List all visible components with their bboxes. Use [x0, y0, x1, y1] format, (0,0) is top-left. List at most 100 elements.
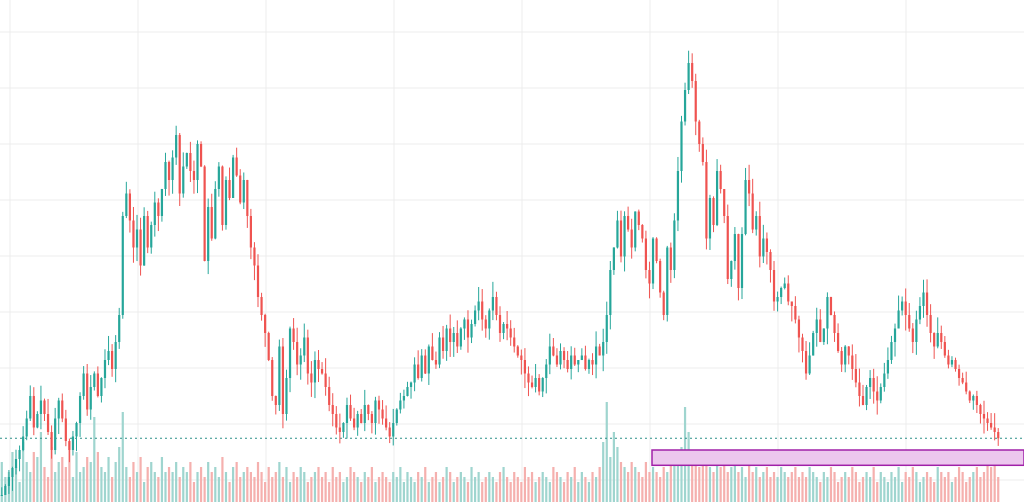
candle-body [541, 378, 544, 392]
candle-body [431, 346, 434, 360]
volume-bar [993, 462, 996, 502]
volume-bar [246, 467, 249, 502]
candle [534, 364, 537, 393]
volume-bar [46, 477, 50, 502]
candle [417, 350, 420, 380]
candle-body [780, 288, 783, 297]
candle-body [292, 328, 295, 342]
candle [153, 191, 156, 237]
candle [861, 384, 865, 406]
candle [730, 260, 733, 287]
candle [93, 371, 96, 391]
candle [75, 421, 78, 452]
volume-bar [808, 467, 811, 502]
volume-bar [730, 467, 733, 502]
candle [698, 119, 701, 152]
candle [235, 147, 238, 177]
candle-body [836, 333, 840, 351]
candle-body [765, 238, 769, 252]
volume-bar [890, 472, 893, 502]
candle-body [18, 450, 21, 459]
volume-bar [659, 477, 662, 502]
candle-body [374, 400, 377, 423]
candle-body [370, 414, 373, 423]
volume-bar [965, 482, 968, 502]
volume-bar [363, 472, 366, 502]
candle [452, 326, 455, 357]
candle [57, 397, 60, 435]
volume-bar [150, 462, 153, 502]
volume-bar [804, 477, 808, 502]
candle [562, 347, 566, 369]
candle-body [324, 373, 327, 387]
candle-body [705, 162, 708, 239]
candle [473, 305, 477, 327]
candle [317, 350, 320, 383]
candle [192, 160, 196, 194]
candle-body [605, 315, 608, 342]
volume-bar [975, 467, 978, 502]
volume-bar [772, 472, 776, 502]
candle-body [249, 216, 252, 248]
candle [659, 258, 662, 298]
candle [217, 162, 220, 197]
volume-bar [484, 477, 487, 502]
candle-body [338, 427, 341, 432]
volume-bar [303, 472, 306, 502]
candle [4, 484, 7, 495]
volume-bar [701, 452, 704, 502]
candle-body [313, 360, 317, 383]
candle [776, 291, 779, 312]
candle-body [957, 369, 961, 378]
candle [641, 224, 644, 243]
volume-bar [865, 472, 868, 502]
candle-body [655, 238, 658, 261]
candle-body [481, 301, 484, 320]
candle-body [356, 414, 359, 428]
volume-bar [901, 482, 904, 502]
candle [694, 73, 697, 136]
support-zone[interactable] [651, 449, 1024, 467]
volume-bar [947, 472, 950, 502]
candle-body [669, 247, 672, 270]
candle [82, 366, 85, 400]
candle [313, 351, 317, 399]
candle-body [762, 238, 765, 257]
volume-bar [171, 472, 174, 502]
candle [54, 407, 57, 455]
candle [623, 211, 626, 272]
candle-body [687, 63, 690, 90]
volume-bar [449, 472, 452, 502]
candle [527, 366, 530, 397]
candle [804, 341, 808, 380]
candle-body [406, 387, 409, 396]
candle-body [345, 405, 349, 423]
candle-body [979, 405, 982, 414]
candle-body [281, 346, 285, 414]
volume-bar [566, 472, 569, 502]
candle-body [185, 153, 188, 167]
candle [829, 296, 833, 316]
candle [178, 133, 181, 206]
candle [783, 277, 786, 290]
candle [221, 165, 224, 231]
volume-bar [936, 467, 939, 502]
candle-body [363, 405, 366, 423]
candle [616, 210, 619, 249]
candle [25, 410, 28, 441]
candle [655, 237, 658, 264]
volume-bar [605, 402, 608, 502]
candle-body [901, 301, 904, 311]
candle [530, 375, 534, 389]
volume-bar [940, 472, 943, 502]
candle [662, 290, 665, 321]
candle-body [135, 229, 139, 248]
candle-body [662, 292, 665, 315]
candle [68, 438, 71, 463]
volume-bar [858, 482, 861, 502]
volume-bar [427, 482, 430, 502]
candle-body [602, 342, 605, 356]
candle [869, 370, 872, 399]
